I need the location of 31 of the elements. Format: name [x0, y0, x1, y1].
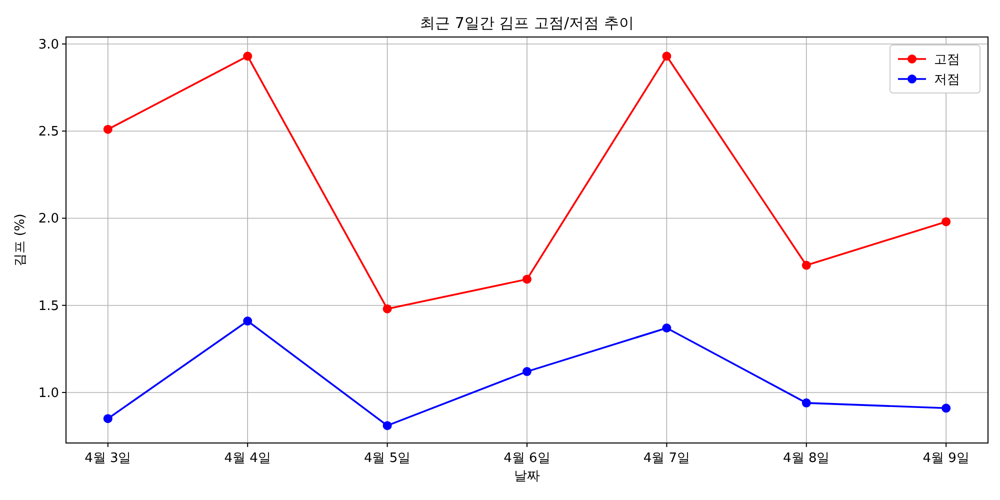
point	[243, 52, 252, 61]
x-tick-label: 4월 7일	[643, 451, 690, 466]
y-axis-title: 김프 (%)	[13, 214, 28, 266]
point	[662, 52, 672, 61]
point	[243, 316, 252, 326]
point	[662, 323, 672, 332]
x-tick-label: 4월 5일	[364, 451, 411, 466]
y-tick-label: 1.5	[38, 298, 59, 314]
legend-label: 저점	[934, 72, 960, 88]
point	[382, 304, 392, 314]
y-tick-label: 2.0	[38, 212, 59, 227]
point	[522, 274, 532, 284]
point	[942, 404, 951, 413]
x-tick-label: 4월 9일	[922, 451, 970, 466]
x-axis-title: 날짜	[514, 469, 540, 484]
x-tick-label: 4월 8일	[783, 451, 830, 466]
point	[522, 367, 532, 376]
point	[103, 124, 112, 134]
y-tick-label: 3.0	[38, 37, 59, 52]
x-tick-label: 4월 3일	[84, 451, 132, 466]
point	[802, 398, 811, 408]
y-tick-label: 2.5	[38, 124, 59, 140]
legend-label: 고점	[934, 52, 960, 68]
point	[382, 421, 392, 430]
x-tick-label: 4월 6일	[504, 451, 550, 466]
y-tick-label: 1.0	[38, 386, 59, 401]
point	[942, 217, 951, 226]
chart-title: 최근 7일간 김프 고점/저점 추이	[420, 14, 634, 32]
point	[802, 260, 811, 270]
point	[103, 414, 112, 424]
x-tick-label: 4월 4일	[224, 451, 271, 466]
